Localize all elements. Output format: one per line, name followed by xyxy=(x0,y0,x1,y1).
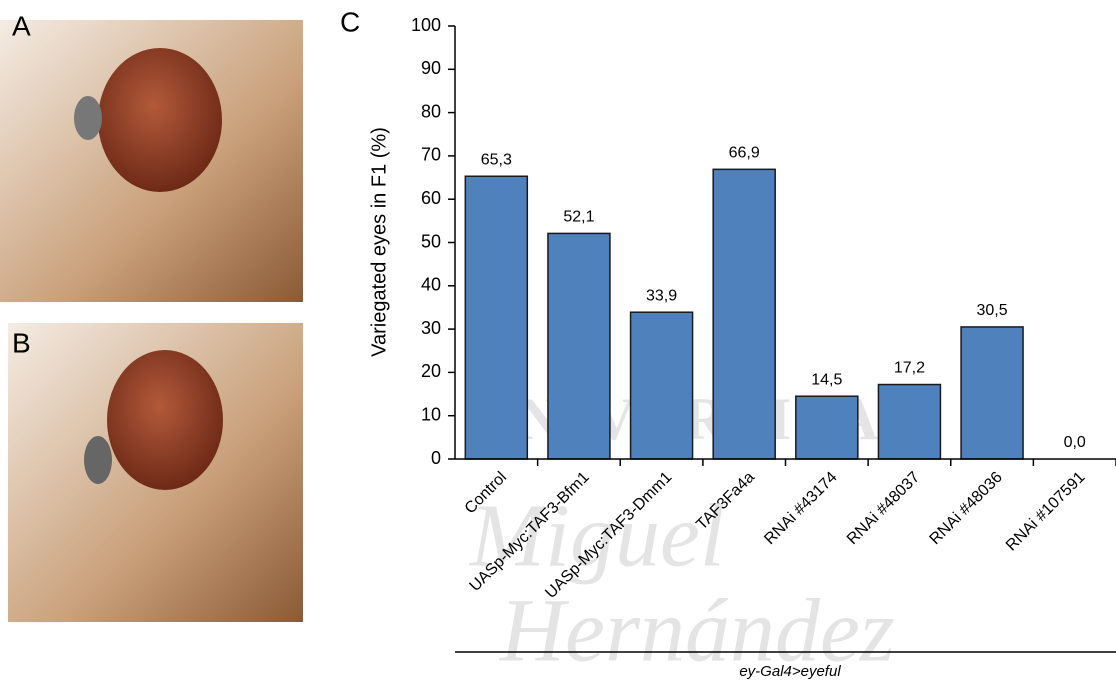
bar xyxy=(465,176,527,459)
value-label: 30,5 xyxy=(976,302,1007,319)
bar xyxy=(878,385,940,459)
x-axis-label: ey-Gal4>eyeful xyxy=(739,663,841,680)
y-tick-label: 20 xyxy=(421,361,441,381)
y-tick-label: 50 xyxy=(421,231,441,251)
y-tick-label: 100 xyxy=(411,15,441,35)
y-tick-label: 10 xyxy=(421,404,441,424)
x-tick-label: RNAi #48037 xyxy=(844,469,923,548)
bar xyxy=(548,233,610,459)
y-axis-label: Variegated eyes in F1 (%) xyxy=(368,127,390,357)
x-tick-label: RNAi #48036 xyxy=(927,469,1006,548)
panel-label: A xyxy=(12,10,31,41)
x-tick-label: RNAi #43174 xyxy=(761,469,840,548)
y-tick-label: 90 xyxy=(421,58,441,78)
y-tick-label: 40 xyxy=(421,275,441,295)
value-label: 17,2 xyxy=(894,360,925,377)
bar xyxy=(961,327,1023,459)
y-tick-label: 70 xyxy=(421,145,441,165)
y-tick-label: 0 xyxy=(431,448,441,468)
value-label: 0,0 xyxy=(1064,434,1086,451)
panel-label: C xyxy=(340,6,360,37)
bar xyxy=(631,312,693,459)
photo-b xyxy=(8,323,303,622)
value-label: 14,5 xyxy=(811,371,842,388)
value-label: 52,1 xyxy=(563,209,594,226)
y-tick-label: 30 xyxy=(421,318,441,338)
value-label: 33,9 xyxy=(646,287,677,304)
x-tick-label: RNAi #107591 xyxy=(1003,469,1089,555)
panel-label: B xyxy=(12,327,31,358)
value-label: 65,3 xyxy=(481,151,512,168)
y-tick-label: 80 xyxy=(421,101,441,121)
y-tick-label: 60 xyxy=(421,188,441,208)
value-label: 66,9 xyxy=(729,145,760,162)
bar xyxy=(796,396,858,459)
photo-a xyxy=(0,20,303,302)
figure: UNIVERSITAS Miguel Hernández A B C Varie… xyxy=(0,0,1116,684)
bar xyxy=(713,169,775,459)
